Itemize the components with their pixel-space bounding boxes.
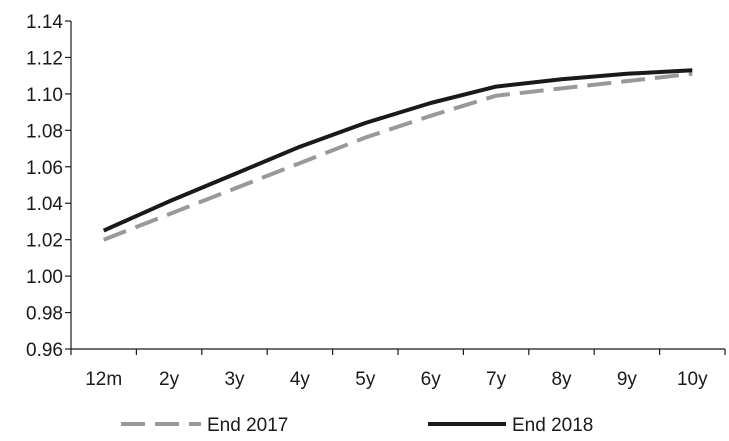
x-tick-label: 7y (486, 369, 507, 390)
y-tick-label: 0.96 (26, 340, 63, 361)
y-tick-label: 0.98 (26, 304, 63, 325)
axes: 0.96 0.98 1.00 1.02 1.04 1.06 1.08 1.10 1.12 1.14… (26, 12, 726, 390)
x-tick-label: 12m (85, 369, 122, 390)
x-tick-label: 3y (224, 369, 245, 390)
x-tick-label: 9y (617, 369, 638, 390)
x-tick-label: 6y (421, 369, 442, 390)
y-tick-label: 1.06 (26, 158, 63, 179)
legend-label: End 2017 (207, 415, 288, 436)
x-tick-label: 5y (355, 369, 376, 390)
y-tick-label: 1.12 (26, 48, 63, 69)
x-tick-label: 4y (290, 369, 311, 390)
series-line-end-2018 (102, 68, 693, 233)
y-tick-label: 1.04 (26, 194, 63, 215)
y-tick-label: 1.00 (26, 267, 63, 288)
y-tick-label: 1.14 (26, 12, 63, 33)
y-tick-label: 1.10 (26, 85, 63, 106)
x-tick-label: 8y (551, 369, 572, 390)
x-tick-label: 10y (677, 369, 708, 390)
series-line-end-2017 (102, 71, 693, 242)
y-tick-label: 1.08 (26, 121, 63, 142)
series-layer (102, 68, 693, 242)
x-tick-label: 2y (159, 369, 180, 390)
legend-label: End 2018 (512, 415, 593, 436)
y-tick-label: 1.02 (26, 231, 63, 252)
legend: End 2017 End 2018 (121, 415, 593, 436)
